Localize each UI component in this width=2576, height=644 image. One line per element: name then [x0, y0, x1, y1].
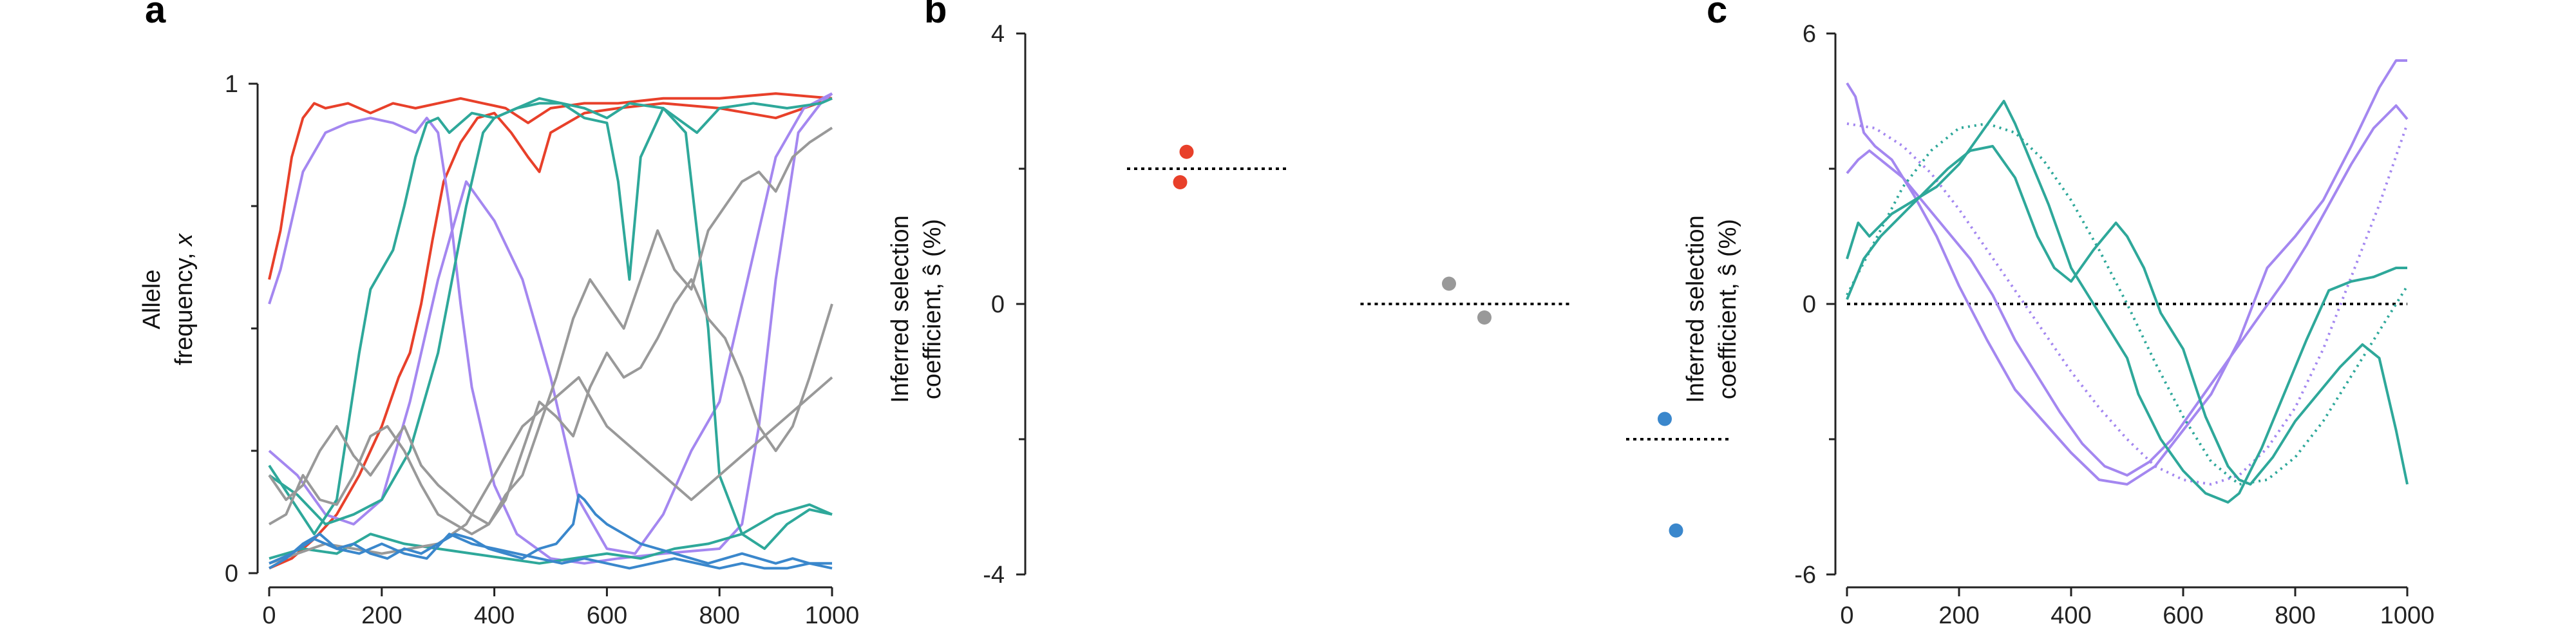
- panel-c-xtick-label: 400: [2050, 602, 2091, 629]
- panel-c-ylabel-line2: coefficient, ŝ (%): [1714, 219, 1741, 399]
- panel-c-plot: -6 0 6 0 200 400 600 800 1000: [1794, 21, 2434, 629]
- panel-a-series-8-line: [268, 278, 833, 536]
- panel-c-xtick-label: 200: [1938, 602, 1979, 629]
- panel-a-xtick-label: 1000: [805, 602, 860, 629]
- panel-a-series-9-line: [269, 376, 833, 565]
- panel-a-ytick-label: 0: [225, 560, 238, 587]
- panel-b-ytick-label: 0: [991, 291, 1005, 318]
- panel-c-series-2-line: [1846, 122, 2409, 486]
- panel-a-xtick-label: 800: [699, 602, 739, 629]
- panel-b-point-4: [1658, 412, 1672, 426]
- panel-b-ylabel-line2: coefficient, ŝ (%): [919, 219, 946, 399]
- panel-c-xtick-label: 600: [2163, 602, 2203, 629]
- panel-b-point-3: [1477, 310, 1492, 325]
- panel-a-letter: a: [145, 0, 166, 31]
- panel-b-point-0: [1179, 144, 1194, 159]
- panel-a-series-2-line: [268, 92, 833, 565]
- panel-c-xtick-label: 800: [2275, 602, 2315, 629]
- panel-b-point-5: [1669, 523, 1683, 538]
- panel-a-xtick-label: 400: [474, 602, 515, 629]
- panel-a-series-3-line: [268, 92, 833, 555]
- panel-b-ytick-label: 4: [991, 21, 1005, 48]
- panel-a-series-1-line: [269, 97, 833, 570]
- panel-c-xtick-label: 1000: [2380, 602, 2435, 629]
- panel-c-letter: c: [1707, 0, 1727, 31]
- panel-c-xtick-label: 0: [1840, 602, 1853, 629]
- panel-c-series-3-line: [1846, 100, 2407, 504]
- panel-b-point-1: [1173, 175, 1188, 189]
- panel-c-series-1-line: [1846, 104, 2409, 477]
- panel-a-plot: 0 1 0 200 400 600 800 1000: [225, 71, 859, 629]
- panel-a-xtick-label: 0: [262, 602, 276, 629]
- panel-c-ytick-label: 0: [1803, 291, 1816, 318]
- panel-a-series-10-line: [268, 493, 832, 570]
- panel-b-point-2: [1442, 276, 1456, 291]
- panel-a-series-11-line: [269, 533, 833, 570]
- panel-a-series-5-line: [268, 97, 833, 550]
- panel-c-series-4-line: [1846, 145, 2409, 486]
- panel-b-ytick-label: -4: [983, 562, 1005, 589]
- panel-a-ylabel-line2: frequency, x: [171, 232, 198, 365]
- panel-a-series-7-line: [268, 126, 833, 526]
- panel-a-ylabel-line1: Allele: [138, 270, 166, 330]
- panel-a-ytick-label: 1: [225, 71, 238, 98]
- panel-a-xtick-label: 200: [361, 602, 402, 629]
- panel-c-series-0-line: [1846, 59, 2407, 486]
- panel-c-ytick-label: 6: [1803, 21, 1816, 48]
- panel-b-ylabel-line1: Inferred selection: [887, 215, 914, 403]
- panel-a-xtick-label: 600: [587, 602, 627, 629]
- panel-c-ytick-label: -6: [1794, 562, 1816, 589]
- panel-a-series-0-line: [268, 92, 833, 280]
- panel-b-letter: b: [924, 0, 947, 31]
- panel-c-ylabel-line1: Inferred selection: [1682, 215, 1709, 403]
- panel-a-series-4-line: [268, 97, 833, 536]
- panel-b-plot: -4 0 4: [983, 21, 1731, 589]
